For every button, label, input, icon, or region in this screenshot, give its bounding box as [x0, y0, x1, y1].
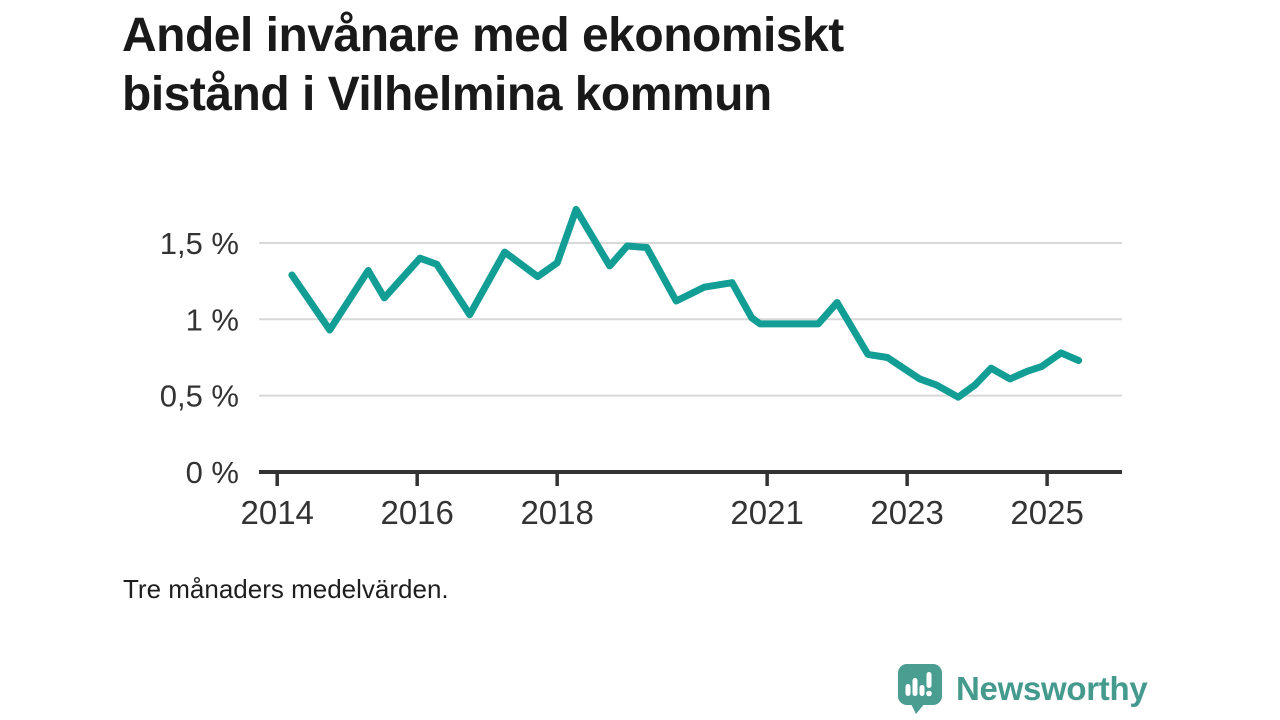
chart-title: Andel invånare med ekonomiskt bistånd i … — [122, 6, 844, 124]
x-tick-label: 2021 — [730, 494, 803, 531]
newsworthy-logo-text: Newsworthy — [956, 670, 1148, 707]
data-line — [288, 205, 1083, 401]
x-tick-label: 2025 — [1010, 494, 1083, 531]
x-tick-label: 2014 — [240, 494, 313, 531]
chart-title-line1: Andel invånare med ekonomiskt — [122, 9, 844, 62]
logo-exclamation-dot-icon — [926, 690, 932, 697]
newsworthy-logo-icon — [898, 664, 942, 714]
logo-bar-short-icon — [905, 684, 911, 696]
y-tick-label: 0,5 % — [160, 379, 239, 414]
x-tick-label: 2023 — [870, 494, 943, 531]
x-tick-label: 2018 — [520, 494, 593, 531]
chart-footnote: Tre månaders medelvärden. — [123, 574, 449, 604]
logo-bar-medium-icon — [919, 685, 925, 696]
x-tick-label: 2016 — [380, 494, 453, 531]
newsworthy-logo[interactable]: Newsworthy — [897, 664, 1148, 714]
y-tick-label: 0 % — [186, 455, 239, 490]
chart-title-line2: bistånd i Vilhelmina kommun — [122, 68, 772, 121]
y-tick-label: 1 % — [186, 302, 239, 337]
y-tick-label: 1,5 % — [160, 226, 239, 261]
logo-exclamation-icon — [926, 672, 932, 688]
logo-bar-tall-icon — [912, 678, 918, 696]
